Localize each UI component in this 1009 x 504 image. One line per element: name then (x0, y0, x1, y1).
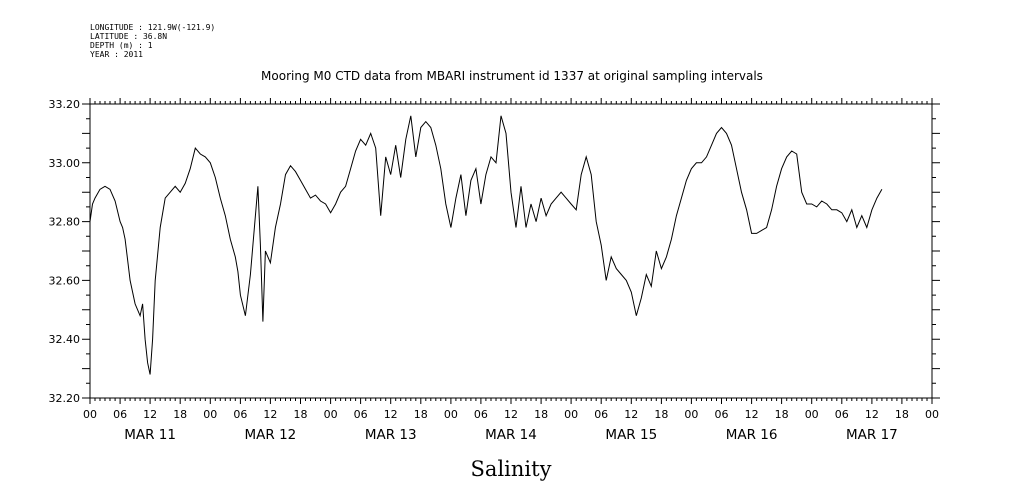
x-tick-label: 18 (414, 408, 428, 421)
metadata-block: LONGITUDE : 121.9W(-121.9) LATITUDE : 36… (90, 23, 215, 59)
x-tick-label: 06 (233, 408, 247, 421)
x-tick-label: 00 (203, 408, 217, 421)
x-tick-labels: 00 06 12 18 00 06 12 18 00 06 12 18 00 06 12 18 00 06 12 18… (83, 408, 939, 421)
x-tick-label: 18 (654, 408, 668, 421)
y-tick-label: 32.20 (49, 392, 81, 405)
x-tick-label: 12 (745, 408, 759, 421)
x-tick-label: 00 (805, 408, 819, 421)
meta-depth: DEPTH (m) : 1 (90, 41, 153, 50)
day-label: MAR 12 (245, 427, 297, 443)
y-tick-label: 32.60 (49, 274, 81, 287)
day-label: MAR 15 (605, 427, 657, 443)
x-axis-title: Salinity (471, 457, 552, 481)
x-tick-label: 00 (564, 408, 578, 421)
x-tick-label: 06 (715, 408, 729, 421)
chart-title: Mooring M0 CTD data from MBARI instrumen… (261, 69, 763, 83)
y-tick-label: 33.20 (49, 98, 81, 111)
y-tick-labels: 32.20 32.40 32.60 32.80 33.00 33.20 (49, 98, 81, 405)
x-tick-label: 12 (384, 408, 398, 421)
day-label: MAR 13 (365, 427, 417, 443)
meta-latitude: LATITUDE : 36.8N (90, 32, 167, 41)
y-tick-label: 32.40 (49, 333, 81, 346)
x-tick-label: 18 (294, 408, 308, 421)
axis-ticks (82, 98, 940, 404)
x-tick-label: 00 (684, 408, 698, 421)
x-tick-label: 12 (504, 408, 518, 421)
meta-longitude: LONGITUDE : 121.9W(-121.9) (90, 23, 215, 32)
day-label: MAR 17 (846, 427, 898, 443)
x-tick-label: 18 (895, 408, 909, 421)
x-tick-label: 06 (354, 408, 368, 421)
x-tick-label: 06 (835, 408, 849, 421)
x-tick-label: 12 (263, 408, 277, 421)
y-tick-label: 32.80 (49, 216, 81, 229)
x-tick-label: 06 (474, 408, 488, 421)
day-label: MAR 14 (485, 427, 537, 443)
y-tick-label: 33.00 (49, 157, 81, 170)
x-tick-label: 06 (113, 408, 127, 421)
salinity-series-line (89, 115, 883, 375)
x-tick-label: 18 (775, 408, 789, 421)
x-tick-label: 18 (534, 408, 548, 421)
meta-year: YEAR : 2011 (90, 50, 143, 59)
x-tick-label: 00 (324, 408, 338, 421)
x-tick-label: 00 (925, 408, 939, 421)
x-tick-label: 00 (83, 408, 97, 421)
tick-marks (82, 98, 940, 404)
x-tick-label: 12 (865, 408, 879, 421)
x-tick-label: 12 (624, 408, 638, 421)
plot-frame (89, 103, 933, 399)
x-tick-label: 12 (143, 408, 157, 421)
x-tick-label: 18 (173, 408, 187, 421)
x-tick-label: 00 (444, 408, 458, 421)
day-label: MAR 16 (726, 427, 778, 443)
day-label: MAR 11 (124, 427, 176, 443)
x-tick-label: 06 (594, 408, 608, 421)
day-labels: MAR 11 MAR 12 MAR 13 MAR 14 MAR 15 MAR 16 MAR … (124, 427, 898, 443)
